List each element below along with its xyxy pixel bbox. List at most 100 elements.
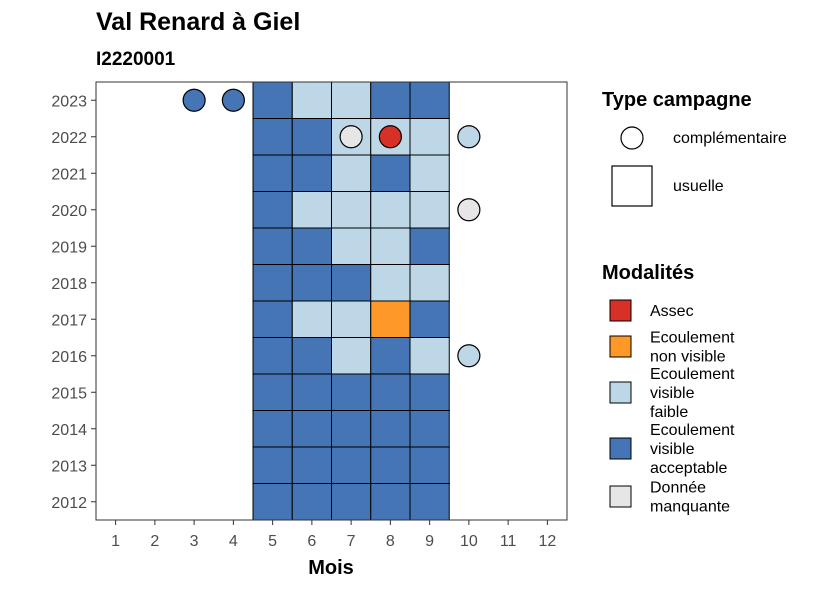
legend-key-usuelle bbox=[611, 165, 653, 207]
heatmap-cell bbox=[331, 410, 372, 448]
y-tick-label: 2018 bbox=[51, 276, 87, 293]
legend-key-ecoulement-visible-faible bbox=[609, 381, 632, 404]
heatmap-cell bbox=[252, 118, 293, 156]
legend-label-line: acceptable bbox=[650, 460, 727, 477]
heatmap-cell bbox=[370, 227, 411, 265]
legend-label-line: manquante bbox=[650, 499, 730, 516]
legend-label-donnee-manquante: Donnée manquante bbox=[650, 480, 730, 516]
legend-label-usuelle: usuelle bbox=[673, 178, 724, 195]
heatmap-cell bbox=[252, 81, 293, 119]
heatmap-cell bbox=[370, 264, 411, 302]
campaign-point bbox=[457, 344, 481, 368]
legend-key-assec bbox=[609, 299, 632, 322]
heatmap-cell bbox=[252, 227, 293, 265]
chart-title: Val Renard à Giel bbox=[96, 8, 300, 36]
heatmap-cell bbox=[291, 337, 332, 375]
heatmap-cell bbox=[409, 373, 450, 411]
heatmap-cell bbox=[331, 483, 372, 521]
x-axis: 1 2 3 4 5 6 7 8 9 10 11 12 bbox=[111, 520, 556, 550]
heatmap-cell bbox=[252, 410, 293, 448]
heatmap-cell bbox=[331, 154, 372, 192]
heatmap-cell bbox=[291, 118, 332, 156]
legend-label-line: non visible bbox=[650, 349, 726, 366]
heatmap-cells bbox=[252, 81, 450, 521]
heatmap-cell bbox=[370, 300, 411, 338]
y-tick-label: 2021 bbox=[51, 166, 87, 183]
heatmap-cell bbox=[409, 81, 450, 119]
campaign-point bbox=[457, 125, 481, 149]
legend-label-line: faible bbox=[650, 404, 688, 421]
campaign-point bbox=[339, 125, 363, 149]
legend-label-assec: Assec bbox=[650, 303, 694, 320]
heatmap-cell bbox=[291, 300, 332, 338]
y-tick-label: 2015 bbox=[51, 385, 87, 402]
y-tick-label: 2017 bbox=[51, 312, 87, 329]
heatmap-cell bbox=[370, 446, 411, 484]
legend-key-ecoulement-visible-acceptable bbox=[609, 437, 632, 460]
heatmap-cell bbox=[409, 483, 450, 521]
heatmap-cell bbox=[291, 483, 332, 521]
heatmap-cell bbox=[409, 446, 450, 484]
heatmap-cell bbox=[370, 373, 411, 411]
heatmap-cell bbox=[252, 191, 293, 229]
x-tick-label: 8 bbox=[386, 533, 395, 550]
x-axis-title: Mois bbox=[308, 557, 354, 579]
heatmap-cell bbox=[252, 337, 293, 375]
legend-key-donnee-manquante bbox=[609, 485, 632, 508]
legend-key-ecoulement-non-visible bbox=[609, 335, 632, 358]
y-tick-label: 2019 bbox=[51, 239, 87, 256]
x-tick-label: 5 bbox=[268, 533, 277, 550]
legend-label-line: Assec bbox=[650, 303, 694, 320]
heatmap-cell bbox=[409, 264, 450, 302]
campaign-points bbox=[182, 88, 481, 368]
heatmap-cell bbox=[331, 81, 372, 119]
heatmap-cell bbox=[252, 300, 293, 338]
heatmap-cell bbox=[409, 300, 450, 338]
plot-panel-border bbox=[95, 81, 568, 521]
x-tick-label: 4 bbox=[229, 533, 238, 550]
legend-label-line: Ecoulement bbox=[650, 330, 735, 347]
campaign-point bbox=[378, 125, 402, 149]
x-tick-label: 11 bbox=[500, 533, 517, 550]
campaign-point bbox=[221, 88, 245, 112]
heatmap-cell bbox=[291, 191, 332, 229]
x-tick-label: 2 bbox=[150, 533, 159, 550]
heatmap-cell bbox=[291, 264, 332, 302]
legend-label-ecoulement-non-visible: Ecoulement non visible bbox=[650, 330, 735, 366]
x-tick-label: 10 bbox=[460, 533, 478, 550]
heatmap-cell bbox=[252, 264, 293, 302]
y-tick-label: 2023 bbox=[51, 93, 87, 110]
campaign-point bbox=[457, 198, 481, 222]
heatmap-cell bbox=[409, 118, 450, 156]
heatmap-cell bbox=[252, 373, 293, 411]
y-tick-label: 2014 bbox=[51, 422, 87, 439]
legend-label-line: Ecoulement bbox=[650, 366, 735, 383]
heatmap-cell bbox=[370, 191, 411, 229]
x-tick-label: 12 bbox=[538, 533, 556, 550]
heatmap-cell bbox=[409, 410, 450, 448]
legend-modalites-title: Modalités bbox=[602, 262, 694, 284]
chart-subtitle: I2220001 bbox=[96, 49, 176, 70]
heatmap-cell bbox=[331, 191, 372, 229]
x-tick-label: 1 bbox=[111, 533, 120, 550]
heatmap-cell bbox=[409, 154, 450, 192]
heatmap-cell bbox=[252, 446, 293, 484]
campaign-point bbox=[182, 88, 206, 112]
legend-label-line: visible bbox=[650, 385, 695, 402]
heatmap-cell bbox=[331, 300, 372, 338]
y-tick-label: 2016 bbox=[51, 349, 87, 366]
heatmap-cell bbox=[331, 227, 372, 265]
y-axis: 2012 2013 2014 2015 2016 2017 2018 2019 2020 2021… bbox=[51, 93, 96, 512]
y-tick-label: 2013 bbox=[51, 458, 87, 475]
legend-type-campagne: Type campagne complémentaire usuelle bbox=[602, 89, 787, 207]
heatmap-cell bbox=[291, 227, 332, 265]
legend-label-line: Donnée bbox=[650, 480, 706, 497]
heatmap-cell bbox=[252, 483, 293, 521]
heatmap-cell bbox=[331, 373, 372, 411]
legend-label-ecoulement-visible-acceptable: Ecoulement visible acceptable bbox=[650, 422, 735, 477]
legend-key-complementaire bbox=[620, 126, 644, 150]
legend-type-title: Type campagne bbox=[602, 89, 752, 111]
heatmap-cell bbox=[370, 154, 411, 192]
